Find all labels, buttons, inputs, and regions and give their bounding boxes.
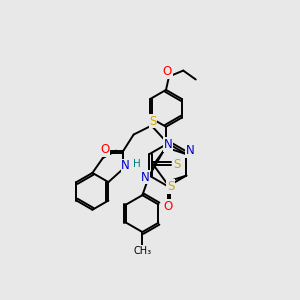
Text: N: N xyxy=(186,144,195,157)
Text: S: S xyxy=(167,180,174,193)
Text: S: S xyxy=(173,158,180,171)
Text: O: O xyxy=(163,65,172,78)
Text: N: N xyxy=(164,138,173,151)
Text: CH₃: CH₃ xyxy=(133,246,152,256)
Text: O: O xyxy=(100,143,110,156)
Text: O: O xyxy=(164,200,173,213)
Text: N: N xyxy=(140,170,149,184)
Text: H: H xyxy=(133,159,140,169)
Text: S: S xyxy=(149,115,157,128)
Text: N: N xyxy=(121,159,130,172)
